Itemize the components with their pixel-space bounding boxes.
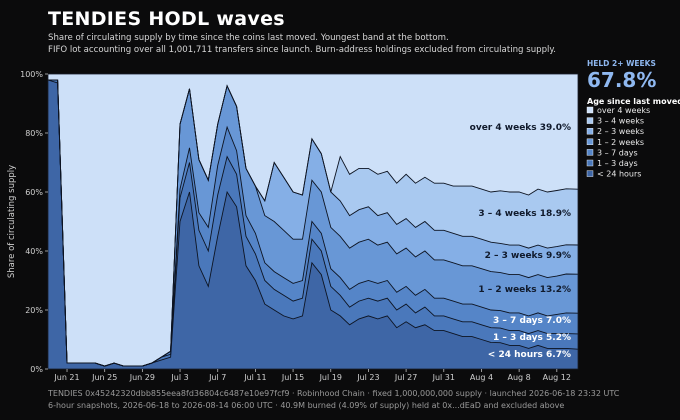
band-end-label: 1 – 3 days 5.2%	[493, 333, 571, 343]
footer-line-1: TENDIES 0x45242320dbb855eea8fd36804c6487…	[48, 389, 620, 398]
band-end-label: over 4 weeks 39.0%	[470, 123, 571, 133]
legend-swatch	[586, 149, 594, 156]
legend-swatch	[586, 138, 594, 146]
plot-frame	[47, 73, 579, 370]
y-tick-label: 60%	[25, 188, 43, 197]
x-tick-label: Jun 21	[53, 373, 79, 382]
legend-entry: over 4 weeks	[597, 106, 650, 115]
y-tick-label: 20%	[25, 306, 43, 315]
legend-swatch	[586, 106, 594, 114]
band-edge-3-4-weeks	[48, 79, 579, 367]
legend-entry: < 24 hours	[597, 170, 641, 179]
legend-entry: 3 – 4 weeks	[597, 117, 644, 126]
x-tick-label: Jul 3	[170, 373, 188, 382]
y-axis-label: Share of circulating supply	[7, 165, 17, 278]
band-3-4-weeks	[48, 79, 578, 367]
x-tick-label: Jul 7	[208, 373, 226, 382]
band-24-hours	[48, 79, 578, 370]
legend-swatch	[586, 159, 594, 167]
legend-swatch	[586, 170, 594, 177]
y-tick-label: 80%	[25, 129, 43, 138]
x-tick-label: Aug 8	[507, 373, 530, 382]
y-tick-label: 0%	[30, 365, 43, 374]
x-tick-label: Jul 15	[281, 373, 304, 382]
legend-swatch	[586, 127, 594, 135]
x-tick-label: Aug 12	[543, 373, 571, 382]
band-end-label: 3 – 7 days 7.0%	[493, 316, 571, 326]
legend-entry: 3 – 7 days	[597, 148, 638, 157]
subtitle-line-2: FIFO lot accounting over all 1,001,711 t…	[48, 45, 557, 55]
x-tick-label: Jun 25	[91, 373, 117, 382]
x-tick-label: Aug 4	[470, 373, 493, 382]
band-1-3-days	[48, 79, 578, 367]
stat-value: 67.8%	[587, 68, 656, 92]
band-1-2-weeks	[48, 79, 578, 367]
band-end-label: 2 – 3 weeks 9.9%	[485, 251, 571, 261]
y-tick-label: 40%	[25, 247, 43, 256]
band-end-label: 3 – 4 weeks 18.9%	[478, 209, 571, 219]
subtitle-line-1: Share of circulating supply by time sinc…	[48, 33, 449, 43]
x-tick-label: Jul 11	[243, 373, 266, 382]
page-title: TENDIES HODL waves	[48, 8, 285, 30]
stat-label: HELD 2+ WEEKS	[587, 59, 656, 68]
legend-swatch	[586, 117, 594, 124]
y-tick-label: 100%	[20, 70, 43, 79]
band-over-4-weeks	[48, 74, 578, 367]
band-end-label: 1 – 2 weeks 13.2%	[478, 285, 571, 295]
legend-entry: 1 – 2 weeks	[597, 138, 644, 147]
legend-entry: 2 – 3 weeks	[597, 127, 644, 136]
footer-line-2: 6-hour snapshots, 2026-06-18 to 2026-08-…	[48, 401, 565, 410]
x-tick-label: Jul 19	[319, 373, 342, 382]
x-tick-label: Jun 29	[129, 373, 155, 382]
x-tick-label: Jul 27	[394, 373, 417, 382]
band-end-label: < 24 hours 6.7%	[488, 350, 571, 360]
legend-entry: 1 – 3 days	[597, 159, 638, 168]
x-tick-label: Jul 23	[356, 373, 379, 382]
legend-title: Age since last moved	[587, 97, 680, 106]
x-tick-label: Jul 31	[432, 373, 455, 382]
